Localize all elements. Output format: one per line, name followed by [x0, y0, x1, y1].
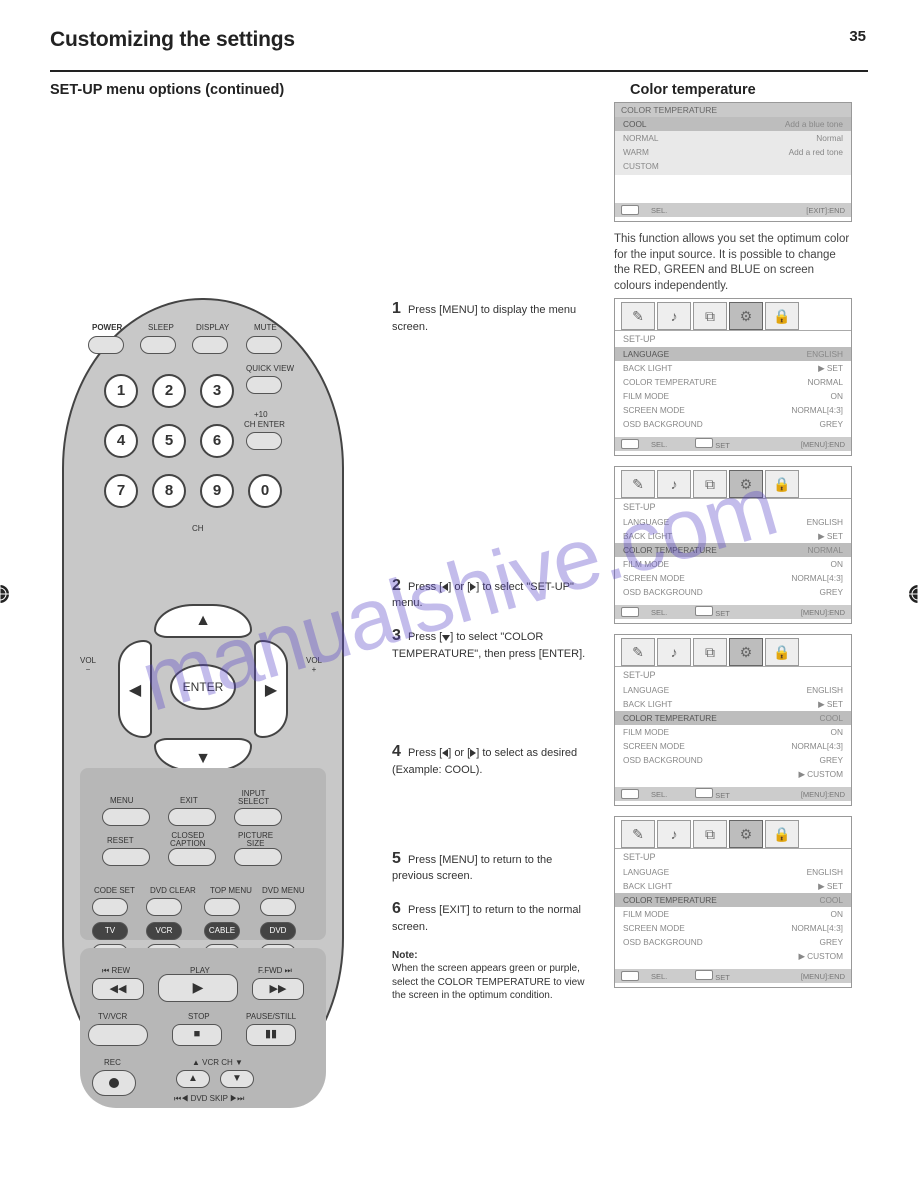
page-number: 35 — [849, 28, 866, 45]
osd-setup-4: ✎♪⧉⚙🔒SET-UPLANGUAGEENGLISHBACK LIGHT▶ SE… — [614, 816, 852, 988]
osd-tab-icon: ⧉ — [693, 470, 727, 498]
osd-stack: ✎♪⧉⚙🔒SET-UPLANGUAGEENGLISHBACK LIGHT▶ SE… — [614, 298, 852, 1108]
step-2: 2 Press [] or [] to select "SET-UP" menu… — [392, 575, 592, 611]
dvdmenu-button[interactable] — [260, 898, 296, 916]
topmenu-button[interactable] — [204, 898, 240, 916]
vcrch-down-button[interactable]: ▼ — [220, 1070, 254, 1088]
osd-tab-icon: 🔒 — [765, 638, 799, 666]
mute-button[interactable] — [246, 336, 282, 354]
steps-list: 1 Press [MENU] to display the menu scree… — [392, 298, 592, 935]
section-right-heading: Color temperature — [630, 82, 868, 98]
header-rule — [50, 70, 868, 72]
step-6: 6 Press [EXIT] to return to the normal s… — [392, 898, 592, 934]
display-button[interactable] — [192, 336, 228, 354]
sleep-button[interactable] — [140, 336, 176, 354]
osd-setup-2: ✎♪⧉⚙🔒SET-UPLANGUAGEENGLISHBACK LIGHT▶ SE… — [614, 466, 852, 624]
stop-button[interactable]: ■ — [172, 1024, 222, 1046]
osd-tab-icon: ⚙ — [729, 820, 763, 848]
num-2[interactable]: 2 — [152, 374, 186, 408]
tv-mode-button[interactable]: TV — [92, 922, 128, 940]
osd-tab-icon: ✎ — [621, 302, 655, 330]
rew-button[interactable]: ◀◀ — [92, 978, 144, 1000]
step-5: 5 Press [MENU] to return to the previous… — [392, 848, 592, 884]
intro-text: This function allows you set the optimum… — [614, 232, 852, 294]
osd-tab-icon: ⚙ — [729, 302, 763, 330]
num-9[interactable]: 9 — [200, 474, 234, 508]
dvdclear-button[interactable] — [146, 898, 182, 916]
osd-tab-icon: ⧉ — [693, 820, 727, 848]
pause-button[interactable]: ▮▮ — [246, 1024, 296, 1046]
page-title: Customizing the settings — [50, 28, 295, 52]
dvd-mode-button[interactable]: DVD — [260, 922, 296, 940]
reset-button[interactable] — [102, 848, 150, 866]
osd-tab-icon: ♪ — [657, 638, 691, 666]
osd-tab-icon: ♪ — [657, 470, 691, 498]
rec-dot-icon — [109, 1078, 119, 1088]
input-select-button[interactable] — [234, 808, 282, 826]
play-button[interactable]: ▶ — [158, 974, 238, 1002]
num-4[interactable]: 4 — [104, 424, 138, 458]
reg-mark-right-icon — [909, 585, 918, 603]
osd-tab-icon: 🔒 — [765, 820, 799, 848]
osd-tab-icon: 🔒 — [765, 302, 799, 330]
quickview-button[interactable] — [246, 376, 282, 394]
vol-right-button[interactable]: ▶ — [254, 640, 288, 738]
cc-button[interactable] — [168, 848, 216, 866]
num-6[interactable]: 6 — [200, 424, 234, 458]
num-0[interactable]: 0 — [248, 474, 282, 508]
remote-diagram: POWER SLEEP DISPLAY MUTE QUICK VIEW 1 2 … — [62, 298, 344, 1108]
osd-color-temp: COLOR TEMPERATURE COOLAdd a blue tone NO… — [614, 102, 852, 222]
step-3: 3 Press [] to select "COLOR TEMPERATURE"… — [392, 625, 592, 661]
exit-button[interactable] — [168, 808, 216, 826]
num-1[interactable]: 1 — [104, 374, 138, 408]
step-1: 1 Press [MENU] to display the menu scree… — [392, 298, 592, 334]
osd-setup-3: ✎♪⧉⚙🔒SET-UPLANGUAGEENGLISHBACK LIGHT▶ SE… — [614, 634, 852, 806]
vcrch-up-button[interactable]: ▲ — [176, 1070, 210, 1088]
osd-setup-1: ✎♪⧉⚙🔒SET-UPLANGUAGEENGLISHBACK LIGHT▶ SE… — [614, 298, 852, 456]
osd-tab-icon: ⚙ — [729, 470, 763, 498]
num-8[interactable]: 8 — [152, 474, 186, 508]
section-left-heading: SET-UP menu options (continued) — [50, 82, 284, 98]
rec-button[interactable] — [92, 1070, 136, 1096]
vol-left-button[interactable]: ◀ — [118, 640, 152, 738]
osd-tab-icon: ♪ — [657, 302, 691, 330]
osd-tab-icon: ✎ — [621, 820, 655, 848]
ch-down-button[interactable]: ▼ — [154, 738, 252, 772]
osd-tab-icon: 🔒 — [765, 470, 799, 498]
osd-tab-icon: ⚙ — [729, 638, 763, 666]
osd-tab-icon: ⧉ — [693, 638, 727, 666]
ffwd-button[interactable]: ▶▶ — [252, 978, 304, 1000]
step-4: 4 Press [] or [] to select as desired (E… — [392, 741, 592, 777]
enter-button[interactable]: ENTER — [170, 664, 236, 710]
osd-tab-icon: ♪ — [657, 820, 691, 848]
ch-up-button[interactable]: ▲ — [154, 604, 252, 638]
note-block: Note: When the screen appears green or p… — [392, 949, 592, 1003]
tvvcr-button[interactable] — [88, 1024, 148, 1046]
power-button[interactable] — [88, 336, 124, 354]
codeset-button[interactable] — [92, 898, 128, 916]
picture-size-button[interactable] — [234, 848, 282, 866]
osd-tab-icon: ✎ — [621, 470, 655, 498]
num-3[interactable]: 3 — [200, 374, 234, 408]
menu-button[interactable] — [102, 808, 150, 826]
osd-tab-icon: ✎ — [621, 638, 655, 666]
num-7[interactable]: 7 — [104, 474, 138, 508]
cable-mode-button[interactable]: CABLE — [204, 922, 240, 940]
num-5[interactable]: 5 — [152, 424, 186, 458]
reg-mark-left-icon — [0, 585, 9, 603]
osd-tab-icon: ⧉ — [693, 302, 727, 330]
plus10-button[interactable] — [246, 432, 282, 450]
osd-ct-title: COLOR TEMPERATURE — [615, 103, 851, 117]
vcr-mode-button[interactable]: VCR — [146, 922, 182, 940]
